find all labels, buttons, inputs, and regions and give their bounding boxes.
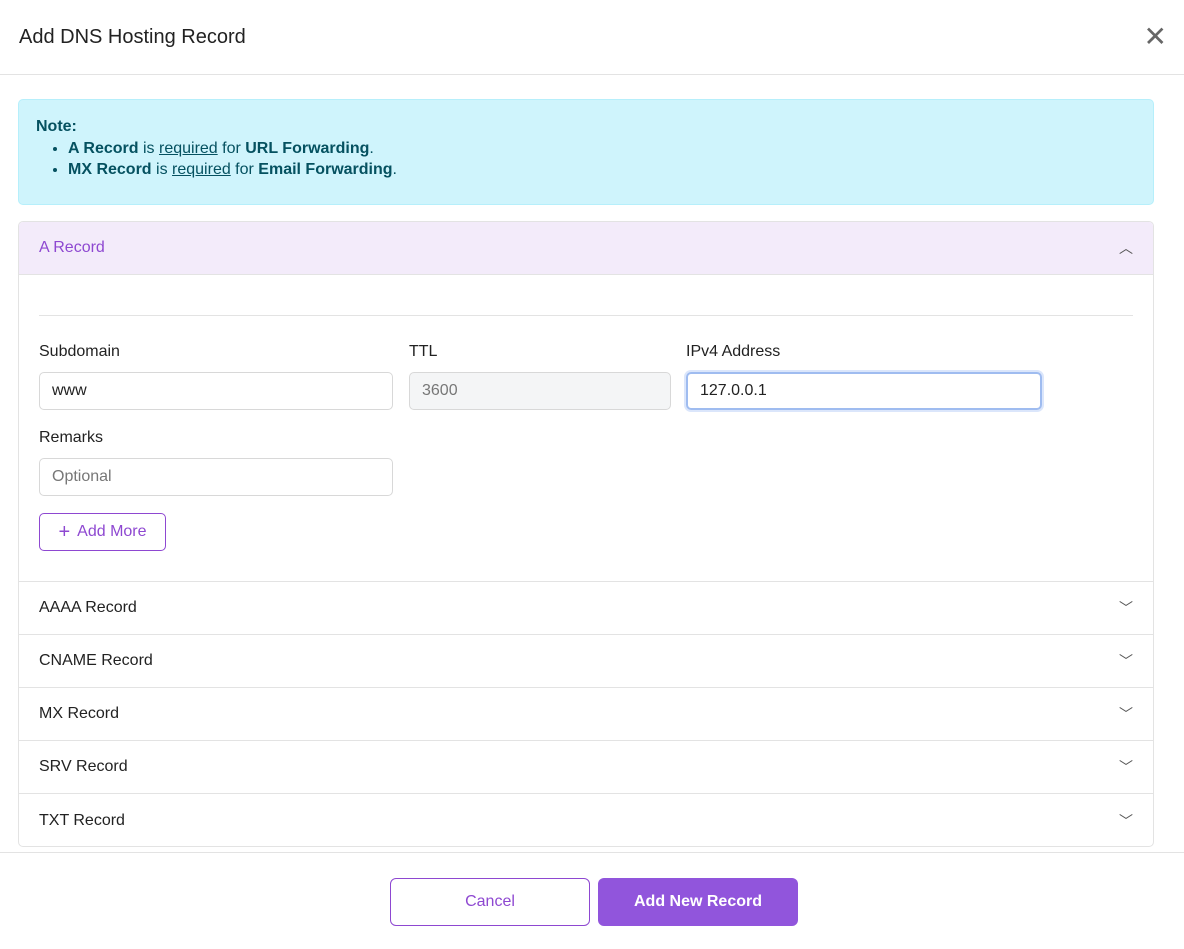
cancel-button[interactable]: Cancel bbox=[390, 878, 590, 926]
ttl-input: 3600 bbox=[409, 372, 671, 410]
ipv4-input[interactable]: 127.0.0.1 bbox=[686, 372, 1042, 410]
chevron-down-icon: ﹀ bbox=[1119, 812, 1133, 829]
subdomain-input[interactable]: www bbox=[39, 372, 393, 410]
note-text: for bbox=[217, 140, 246, 157]
accordion-title: SRV Record bbox=[39, 758, 128, 775]
note-item: A Record is required for URL Forwarding. bbox=[68, 140, 1136, 158]
accordion-header-cname-record[interactable]: CNAME Record ﹀ bbox=[19, 635, 1153, 688]
plus-icon: + bbox=[58, 520, 71, 543]
accordion-title: A Record bbox=[39, 239, 105, 256]
subdomain-label: Subdomain bbox=[39, 343, 120, 360]
accordion-header-txt-record[interactable]: TXT Record ﹀ bbox=[19, 794, 1153, 846]
a-record-body: Subdomain www TTL 3600 IPv4 Address 127.… bbox=[19, 275, 1153, 582]
add-new-record-button[interactable]: Add New Record bbox=[598, 878, 798, 926]
remarks-input[interactable]: Optional bbox=[39, 458, 393, 496]
note-text: . bbox=[392, 161, 397, 178]
note-bold: Email Forwarding bbox=[258, 161, 393, 178]
chevron-up-icon: ︿ bbox=[1119, 240, 1133, 256]
note-required: required bbox=[172, 161, 231, 178]
remarks-label: Remarks bbox=[39, 429, 104, 446]
add-more-label: Add More bbox=[77, 523, 147, 540]
dialog-header: Add DNS Hosting Record ✕ bbox=[0, 0, 1184, 75]
accordion-title: TXT Record bbox=[39, 811, 125, 829]
ipv4-label: IPv4 Address bbox=[686, 343, 781, 360]
note-bold: MX Record bbox=[68, 161, 152, 178]
accordion-header-mx-record[interactable]: MX Record ﹀ bbox=[19, 688, 1153, 741]
chevron-down-icon: ﹀ bbox=[1119, 653, 1133, 669]
accordion-header-a-record[interactable]: A Record ︿ bbox=[19, 222, 1153, 275]
note-bold: A Record bbox=[68, 140, 139, 157]
accordion-title: CNAME Record bbox=[39, 652, 153, 669]
note-text: . bbox=[369, 140, 374, 157]
note-item: MX Record is required for Email Forwardi… bbox=[68, 161, 1136, 179]
chevron-down-icon: ﹀ bbox=[1119, 706, 1133, 722]
chevron-down-icon: ﹀ bbox=[1119, 600, 1133, 616]
note-bold: URL Forwarding bbox=[245, 140, 370, 157]
chevron-down-icon: ﹀ bbox=[1119, 759, 1133, 775]
note-text: for bbox=[230, 161, 259, 178]
note-alert: Note: A Record is required for URL Forwa… bbox=[18, 99, 1154, 205]
dialog-title: Add DNS Hosting Record bbox=[19, 25, 246, 48]
note-heading: Note: bbox=[36, 118, 77, 135]
add-more-button[interactable]: + Add More bbox=[39, 513, 166, 551]
record-accordion: A Record ︿ Subdomain www TTL 3600 IPv4 A… bbox=[18, 221, 1154, 847]
accordion-title: AAAA Record bbox=[39, 599, 137, 616]
accordion-header-srv-record[interactable]: SRV Record ﹀ bbox=[19, 741, 1153, 794]
accordion-title: MX Record bbox=[39, 705, 120, 722]
ttl-label: TTL bbox=[409, 343, 438, 360]
accordion-header-aaaa-record[interactable]: AAAA Record ﹀ bbox=[19, 582, 1153, 635]
note-text: is bbox=[151, 161, 173, 178]
dialog-footer: Cancel Add New Record bbox=[0, 852, 1184, 949]
note-required: required bbox=[158, 140, 218, 157]
close-icon[interactable]: ✕ bbox=[1143, 21, 1167, 52]
divider bbox=[39, 315, 1133, 316]
note-text: is bbox=[138, 140, 159, 157]
